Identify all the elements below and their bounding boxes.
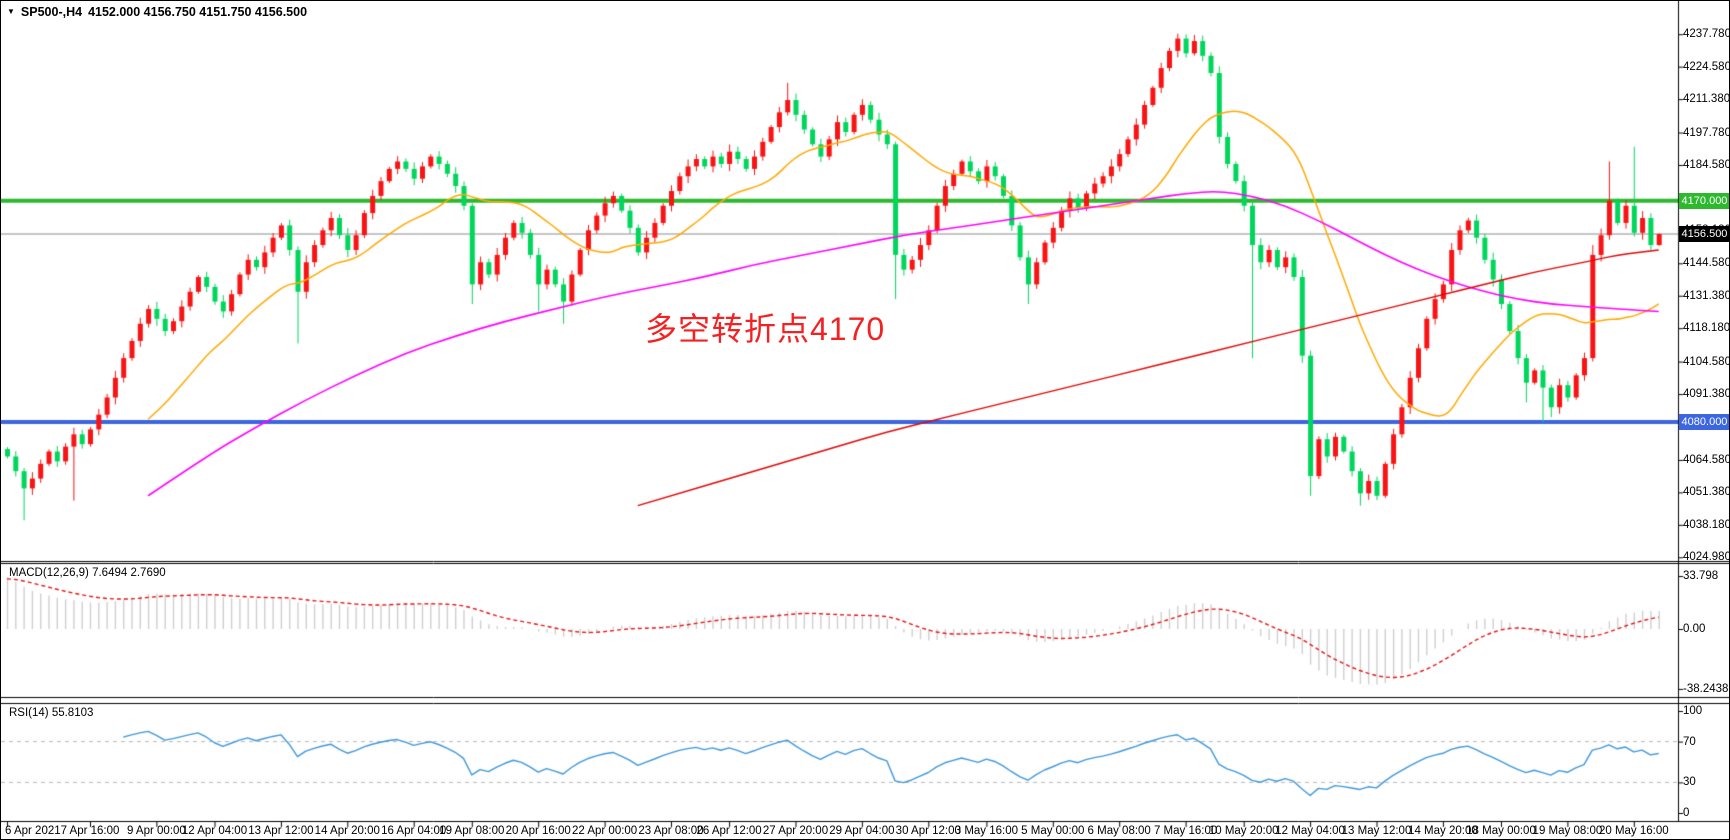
time-axis-label: 27 Apr 20:00 <box>762 825 829 837</box>
macd-indicator-label: MACD(12,26,9) 7.6494 2.7690 <box>9 567 166 579</box>
rsi-tick-label: 100 <box>1683 705 1703 717</box>
symbol-period-label: SP500-,H4 <box>20 5 83 19</box>
chart-annotation-text[interactable]: 多空转折点4170 <box>645 311 886 347</box>
time-axis-label: 16 Apr 04:00 <box>381 825 447 837</box>
time-axis-label: 5 May 00:00 <box>1021 825 1085 837</box>
macd-tick-label: 33.798 <box>1683 570 1719 583</box>
price-tick-label: 4064.580 <box>1683 453 1730 466</box>
time-axis-label: 12 Apr 04:00 <box>181 825 248 837</box>
time-axis-label: 3 May 16:00 <box>954 825 1019 837</box>
time-axis-label: 26 Apr 12:00 <box>696 825 762 837</box>
time-axis-label: 29 Apr 04:00 <box>829 825 895 837</box>
current-price-tag: 4156.500 <box>1679 226 1729 242</box>
symbol-dropdown-icon[interactable]: ▼ <box>7 7 15 16</box>
time-axis-label: 7 May 16:00 <box>1153 825 1218 837</box>
time-axis-label: 20 May 16:00 <box>1598 825 1669 837</box>
time-axis-label: 12 May 04:00 <box>1275 825 1345 837</box>
time-axis-label: 7 Apr 16:00 <box>60 825 120 837</box>
time-axis-label: 14 Apr 20:00 <box>314 825 380 837</box>
price-tick-label: 4051.380 <box>1683 486 1730 499</box>
rsi-tick-label: 30 <box>1683 776 1696 789</box>
chart-title-bar: ▼ SP500-,H4 4152.000 4156.750 4151.750 4… <box>7 5 307 19</box>
time-axis-label: 13 Apr 12:00 <box>248 825 314 837</box>
macd-tick-label: -38.2438 <box>1683 682 1729 695</box>
rsi-tick-label: 0 <box>1683 807 1690 819</box>
time-axis-label: 20 Apr 16:00 <box>505 825 571 837</box>
price-tick-label: 4038.180 <box>1683 518 1730 531</box>
time-axis-label: 6 May 08:00 <box>1087 825 1151 837</box>
price-tick-label: 4184.580 <box>1683 158 1730 171</box>
price-tick-label: 4091.380 <box>1683 388 1730 401</box>
price-tick-label: 4211.380 <box>1683 93 1730 106</box>
price-tick-label: 4224.580 <box>1683 60 1730 73</box>
macd-tick-label: 0.00 <box>1683 623 1706 635</box>
price-tick-label: 4197.780 <box>1683 126 1730 139</box>
ohlc-values: 4152.000 4156.750 4151.750 4156.500 <box>88 5 308 19</box>
time-axis-label: 22 Apr 00:00 <box>571 825 638 837</box>
time-axis-label: 9 Apr 00:00 <box>126 825 186 837</box>
resistance-price-tag: 4170.000 <box>1679 192 1729 209</box>
time-axis-label: 19 Apr 08:00 <box>439 825 505 837</box>
rsi-tick-label: 70 <box>1683 735 1696 748</box>
time-axis-label: 13 May 12:00 <box>1341 825 1412 837</box>
price-tick-label: 4024.980 <box>1683 551 1730 564</box>
time-axis-label: 6 Apr 2021 <box>5 825 61 837</box>
price-tick-label: 4118.180 <box>1683 322 1730 335</box>
time-axis-label: 30 Apr 12:00 <box>895 825 961 837</box>
support-price-tag: 4080.000 <box>1679 414 1729 431</box>
price-tick-label: 4104.580 <box>1683 355 1730 368</box>
price-tick-label: 4144.580 <box>1683 257 1730 270</box>
time-axis-label: 19 May 08:00 <box>1532 825 1603 837</box>
time-axis-label: 14 May 20:00 <box>1408 825 1478 837</box>
time-axis-label: 18 May 00:00 <box>1466 825 1536 837</box>
price-tick-label: 4131.380 <box>1683 289 1730 302</box>
price-tick-label: 4237.780 <box>1683 28 1730 41</box>
time-axis-label: 10 May 20:00 <box>1208 825 1279 837</box>
time-axis-label: 23 Apr 08:00 <box>638 825 704 837</box>
rsi-indicator-label: RSI(14) 55.8103 <box>9 707 94 719</box>
